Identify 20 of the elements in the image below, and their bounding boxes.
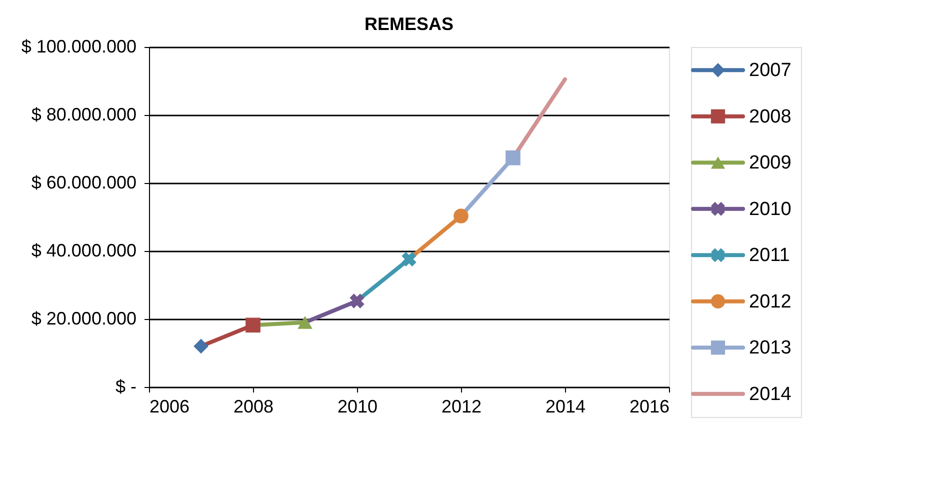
x-tick-label: 2008 <box>233 396 274 416</box>
y-tick-label: $ 60.000.000 <box>31 172 136 192</box>
x-tick-label: 2010 <box>337 396 378 416</box>
x-tick-label: 2012 <box>441 396 482 416</box>
legend-label: 2010 <box>749 198 792 220</box>
y-tick-label: $ 80.000.000 <box>31 104 136 124</box>
legend-label: 2007 <box>749 60 792 82</box>
x-tick-label: 2006 <box>150 396 190 416</box>
legend-label: 2011 <box>749 245 790 266</box>
x-tick-label: 2016 <box>629 396 670 416</box>
legend-label: 2009 <box>749 152 792 174</box>
y-tick-label: $ 20.000.000 <box>31 308 136 328</box>
chart-title: REMESAS <box>364 14 454 34</box>
legend-label: 2008 <box>749 106 792 128</box>
legend-label: 2013 <box>749 338 792 359</box>
y-tick-label: $ 40.000.000 <box>31 240 136 260</box>
x-tick-label: 2014 <box>545 396 586 416</box>
y-tick-label: $ - <box>115 376 136 396</box>
y-tick-label: $ 100.000.000 <box>21 36 136 56</box>
legend-label: 2012 <box>749 291 792 312</box>
